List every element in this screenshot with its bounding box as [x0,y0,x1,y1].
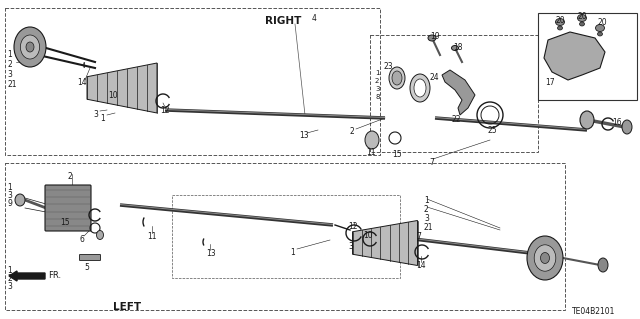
Text: FR.: FR. [48,271,61,280]
Ellipse shape [414,79,426,97]
Ellipse shape [541,253,550,263]
Ellipse shape [428,35,436,41]
Text: 7: 7 [429,158,434,167]
FancyArrow shape [9,271,45,281]
Bar [370,35,538,152]
Polygon shape [353,220,417,265]
Text: 1: 1 [100,114,105,123]
Ellipse shape [580,111,594,129]
Ellipse shape [579,22,584,26]
Bar [538,13,637,100]
Polygon shape [442,70,475,115]
Ellipse shape [14,27,46,67]
Ellipse shape [598,32,602,36]
Text: 3: 3 [7,70,12,79]
Text: 12: 12 [348,222,358,231]
Text: 7: 7 [416,232,421,241]
Text: 20: 20 [578,12,588,21]
Ellipse shape [26,42,34,52]
Text: RIGHT: RIGHT [265,16,301,26]
Text: 3: 3 [375,86,380,92]
Ellipse shape [557,26,563,30]
Text: 19: 19 [430,32,440,41]
Text: 2: 2 [350,127,355,136]
Text: 2: 2 [68,172,73,181]
Text: 1: 1 [375,70,380,76]
Text: 16: 16 [612,118,621,127]
Text: 2: 2 [7,274,12,283]
Text: 17: 17 [545,78,555,87]
Text: 10: 10 [363,231,372,240]
Ellipse shape [598,258,608,272]
Ellipse shape [410,74,430,102]
Text: 1: 1 [7,266,12,275]
Text: 14: 14 [77,78,86,87]
Text: 6: 6 [79,235,84,244]
Text: 11: 11 [366,148,376,157]
Ellipse shape [534,245,556,271]
Text: 24: 24 [430,73,440,82]
Ellipse shape [389,67,405,89]
Text: 20: 20 [598,18,607,27]
Text: 3: 3 [93,110,98,119]
Text: 2: 2 [375,78,380,84]
Ellipse shape [556,19,564,26]
Text: 15: 15 [392,150,402,159]
Text: 14: 14 [416,261,426,270]
Text: 20: 20 [556,16,566,25]
Text: 13: 13 [299,131,308,140]
Text: 1: 1 [7,183,12,192]
Text: 15: 15 [60,218,70,227]
Text: 8: 8 [375,94,380,100]
Polygon shape [87,63,157,113]
Ellipse shape [15,194,25,206]
Ellipse shape [577,14,586,21]
Text: 1: 1 [424,196,429,205]
Text: 2: 2 [7,60,12,69]
Text: 11: 11 [147,232,157,241]
Ellipse shape [365,131,379,149]
Text: 3: 3 [348,242,353,251]
Text: 1: 1 [7,50,12,59]
Bar [172,195,400,278]
Ellipse shape [97,231,104,240]
Polygon shape [544,32,605,80]
Text: 3: 3 [7,191,12,200]
Text: 5: 5 [84,263,89,272]
Text: 4: 4 [312,14,317,23]
Text: 13: 13 [206,249,216,258]
Ellipse shape [392,71,402,85]
Text: 1: 1 [290,248,295,257]
Text: 12: 12 [160,106,170,115]
Text: 22: 22 [451,115,461,124]
Text: 25: 25 [487,126,497,135]
Ellipse shape [595,25,605,32]
FancyBboxPatch shape [79,255,100,261]
Ellipse shape [622,120,632,134]
Text: 21: 21 [424,223,433,232]
Text: 23: 23 [383,62,392,71]
Text: 9: 9 [7,199,12,208]
Ellipse shape [20,35,40,59]
Ellipse shape [451,46,458,50]
Ellipse shape [527,236,563,280]
Text: LEFT: LEFT [113,302,141,312]
Text: 10: 10 [108,91,118,100]
Text: 2: 2 [424,205,429,214]
Bar [5,163,565,310]
Text: 18: 18 [453,43,463,52]
Text: 21: 21 [7,80,17,89]
Text: 3: 3 [424,214,429,223]
Bar [5,8,380,155]
Text: TE04B2101: TE04B2101 [572,307,616,316]
FancyBboxPatch shape [45,185,91,231]
Text: 3: 3 [7,282,12,291]
